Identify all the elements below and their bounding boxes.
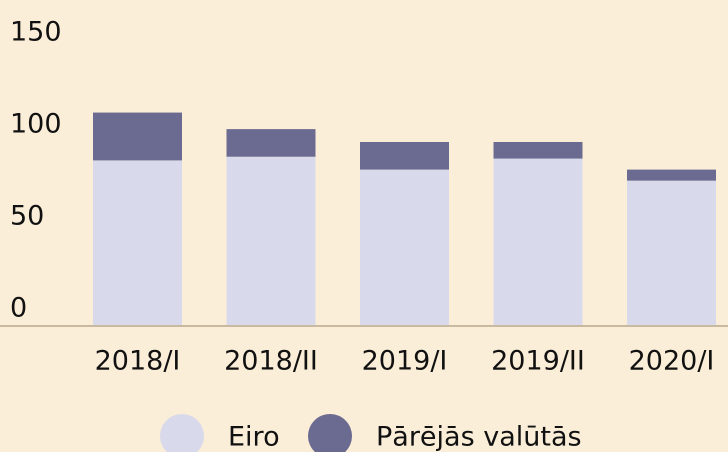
bar — [226, 129, 316, 157]
x-tick-label: 2018/II — [224, 346, 318, 377]
y-tick-label: 0 — [10, 293, 27, 324]
bar — [627, 169, 716, 181]
bar — [360, 169, 449, 326]
bar — [493, 158, 583, 326]
bar — [93, 160, 182, 326]
bar — [360, 142, 449, 170]
y-tick-label: 150 — [10, 17, 62, 48]
legend-swatch — [308, 414, 352, 452]
legend-label: Eiro — [228, 422, 280, 452]
x-tick-label: 2019/I — [362, 346, 448, 377]
bar — [226, 156, 316, 326]
bar — [493, 142, 583, 159]
bar — [93, 112, 182, 161]
x-tick-label: 2018/I — [95, 346, 181, 377]
bar — [627, 180, 716, 326]
y-tick-label: 50 — [10, 201, 44, 232]
x-tick-label: 2019/II — [491, 346, 585, 377]
legend-label: Pārējās valūtās — [376, 422, 582, 452]
x-tick-label: 2020/I — [629, 346, 715, 377]
y-tick-label: 100 — [10, 109, 62, 140]
legend-swatch — [160, 414, 204, 452]
